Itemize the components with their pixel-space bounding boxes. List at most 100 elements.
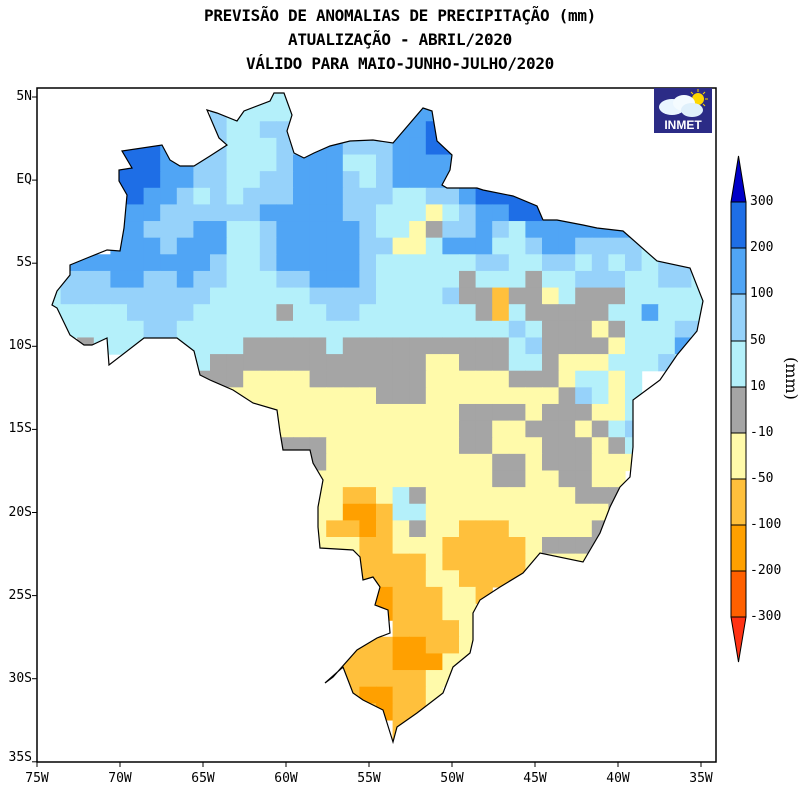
grid-cell bbox=[110, 254, 128, 272]
grid-cell bbox=[243, 204, 261, 222]
grid-cell bbox=[160, 237, 178, 255]
grid-cell bbox=[342, 487, 360, 505]
grid-cell bbox=[525, 487, 543, 505]
grid-cell bbox=[475, 304, 493, 322]
grid-cell bbox=[525, 237, 543, 255]
grid-cell bbox=[359, 320, 377, 339]
grid-cell bbox=[674, 354, 692, 372]
grid-cell bbox=[259, 387, 277, 405]
grid-cell bbox=[210, 403, 228, 422]
grid-cell bbox=[243, 187, 261, 206]
grid-cell bbox=[525, 221, 543, 239]
grid-cell bbox=[276, 137, 294, 156]
grid-cell bbox=[210, 154, 228, 172]
grid-cell bbox=[542, 320, 560, 339]
grid-cell bbox=[359, 503, 377, 521]
grid-cell bbox=[293, 204, 311, 222]
grid-cell bbox=[492, 520, 510, 538]
grid-cell bbox=[492, 237, 510, 255]
grid-cell bbox=[392, 187, 410, 206]
grid-cell bbox=[193, 320, 211, 339]
grid-cell bbox=[110, 337, 128, 355]
grid-cell bbox=[359, 387, 377, 405]
grid-cell bbox=[293, 270, 311, 289]
grid-cell bbox=[459, 403, 477, 422]
colorbar-segment bbox=[730, 247, 747, 295]
grid-cell bbox=[176, 171, 194, 189]
grid-cell bbox=[608, 287, 626, 305]
longitude-label: 35W bbox=[689, 771, 713, 786]
grid-cell bbox=[259, 137, 277, 156]
grid-cell bbox=[110, 270, 128, 289]
grid-cell bbox=[674, 287, 692, 305]
grid-cell bbox=[425, 104, 443, 122]
grid-cell bbox=[525, 453, 543, 472]
grid-cell bbox=[608, 254, 626, 272]
grid-cell bbox=[143, 221, 161, 239]
grid-cell bbox=[309, 320, 327, 339]
grid-cell bbox=[492, 387, 510, 405]
grid-cell bbox=[625, 254, 643, 272]
grid-cell bbox=[342, 420, 360, 438]
grid-cell bbox=[625, 503, 643, 521]
grid-cell bbox=[243, 121, 261, 139]
grid-cell bbox=[143, 171, 161, 189]
grid-cell bbox=[409, 304, 427, 322]
map-subtitle-update: ATUALIZAÇÃO - ABRIL/2020 bbox=[288, 30, 512, 49]
grid-cell bbox=[459, 171, 477, 189]
grid-cell bbox=[276, 320, 294, 339]
grid-cell bbox=[293, 387, 311, 405]
grid-cell bbox=[376, 437, 394, 455]
grid-cell bbox=[309, 287, 327, 305]
grid-cell bbox=[326, 237, 344, 255]
grid-cell bbox=[392, 337, 410, 355]
grid-cell bbox=[591, 287, 609, 305]
grid-cell bbox=[674, 270, 692, 289]
latitude-label: EQ bbox=[16, 172, 32, 188]
grid-cell bbox=[359, 354, 377, 372]
grid-cell bbox=[425, 603, 443, 621]
grid-cell bbox=[259, 254, 277, 272]
grid-cell bbox=[392, 736, 410, 742]
grid-cell bbox=[176, 237, 194, 255]
grid-cell bbox=[591, 453, 609, 472]
grid-cell bbox=[210, 387, 228, 405]
grid-cell bbox=[492, 537, 510, 555]
grid-cell bbox=[475, 254, 493, 272]
grid-cell bbox=[392, 354, 410, 372]
grid-cell bbox=[459, 387, 477, 405]
grid-cell bbox=[641, 304, 659, 322]
map-title: PREVISÃO DE ANOMALIAS DE PRECIPITAÇÃO (m… bbox=[204, 6, 596, 25]
longitude-label: 45W bbox=[523, 771, 547, 786]
anomaly-grid bbox=[52, 93, 703, 742]
grid-cell bbox=[110, 287, 128, 305]
colorbar-top-triangle bbox=[730, 155, 747, 203]
grid-cell bbox=[409, 437, 427, 455]
grid-cell bbox=[542, 437, 560, 455]
grid-cell bbox=[376, 453, 394, 472]
grid-cell bbox=[376, 287, 394, 305]
grid-cell bbox=[376, 154, 394, 172]
grid-cell bbox=[342, 470, 360, 488]
grid-cell bbox=[243, 287, 261, 305]
grid-cell bbox=[641, 254, 659, 272]
grid-cell bbox=[542, 270, 560, 289]
colorbar-segment bbox=[730, 478, 747, 526]
grid-cell bbox=[591, 437, 609, 455]
grid-cell bbox=[608, 453, 626, 472]
grid-cell bbox=[359, 137, 377, 156]
grid-cell bbox=[625, 320, 643, 339]
grid-cell bbox=[641, 337, 659, 355]
grid-cell bbox=[193, 304, 211, 322]
grid-cell bbox=[459, 503, 477, 521]
grid-cell bbox=[525, 287, 543, 305]
grid-cell bbox=[359, 520, 377, 538]
grid-cell bbox=[52, 270, 62, 289]
grid-cell bbox=[442, 503, 460, 521]
grid-cell bbox=[409, 453, 427, 472]
grid-cell bbox=[608, 320, 626, 339]
grid-cell bbox=[52, 304, 62, 322]
grid-cell bbox=[176, 221, 194, 239]
grid-cell bbox=[376, 221, 394, 239]
